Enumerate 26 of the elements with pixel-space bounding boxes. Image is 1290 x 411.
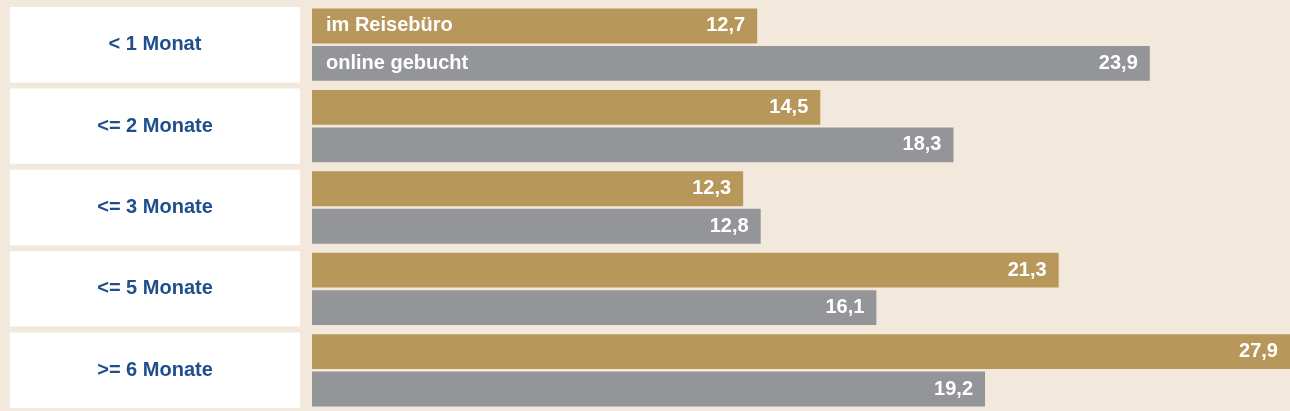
data-label: 19,2 xyxy=(934,376,974,399)
data-label: 21,3 xyxy=(1007,257,1047,280)
data-label: 23,9 xyxy=(1098,50,1138,73)
y-tick-label: < 1 Monat xyxy=(108,32,202,55)
bar xyxy=(312,171,744,207)
bar xyxy=(312,89,821,125)
bar xyxy=(312,334,1290,369)
bar xyxy=(312,127,954,163)
bar xyxy=(312,290,877,326)
bar xyxy=(312,252,1059,288)
data-label: 12,3 xyxy=(692,176,732,199)
data-label: 18,3 xyxy=(902,132,942,155)
y-tick-label: <= 3 Monate xyxy=(97,195,213,218)
y-tick-label: <= 5 Monate xyxy=(97,276,213,299)
data-label: 12,8 xyxy=(709,213,749,236)
y-tick-label: >= 6 Monate xyxy=(97,357,213,380)
data-label: 14,5 xyxy=(769,94,809,117)
bar xyxy=(312,371,986,407)
data-label: 12,7 xyxy=(706,13,746,36)
series-label: online gebucht xyxy=(326,50,469,73)
series-label: im Reisebüro xyxy=(326,13,453,36)
data-label: 27,9 xyxy=(1239,339,1278,362)
bar xyxy=(312,208,761,244)
y-tick-label: <= 2 Monate xyxy=(97,113,213,136)
data-label: 16,1 xyxy=(825,295,865,318)
bar xyxy=(312,46,1150,81)
